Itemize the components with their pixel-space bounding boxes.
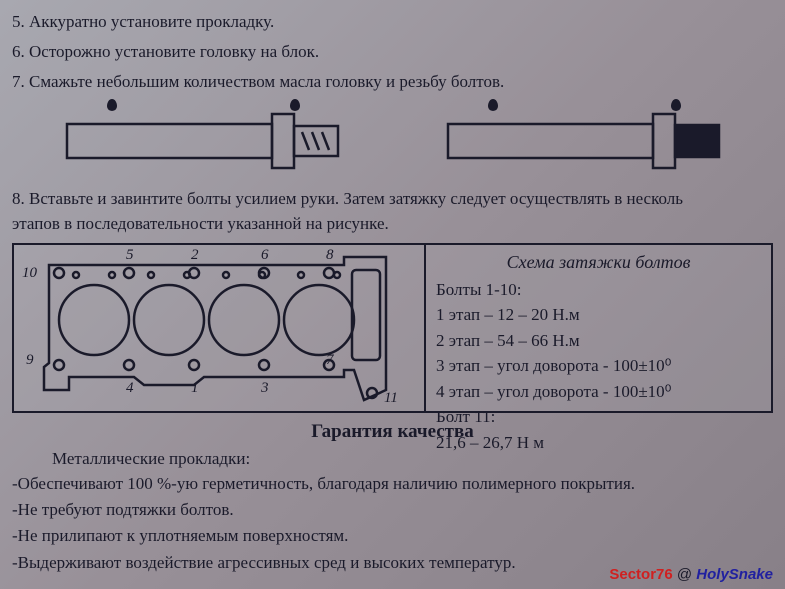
step-8: 8. Вставьте и завинтите болты усилием ру… [12, 186, 773, 237]
watermark: Sector76 @ HolySnake [609, 566, 773, 583]
bolt-label-4: 4 [126, 380, 134, 397]
bolt-label-6: 6 [261, 247, 269, 264]
warranty-item: -Не требуют подтяжки болтов. [12, 497, 773, 523]
bolt-label-11: 11 [384, 390, 398, 407]
instruction-steps: 5. Аккуратно установите прокладку. 6. Ос… [12, 8, 773, 96]
oil-drop-icon [107, 99, 117, 111]
step-8-line1: 8. Вставьте и завинтите болты усилием ру… [12, 189, 683, 208]
gasket-diagram: 10 5 2 6 8 9 4 1 3 7 11 [14, 245, 426, 411]
oil-drop-icon [290, 99, 300, 111]
bolt-label-10: 10 [22, 265, 37, 282]
bolt-label-8: 8 [326, 247, 334, 264]
watermark-part2: HolySnake [696, 566, 773, 583]
warranty-item: -Обеспечивают 100 %-ую герметичность, бл… [12, 471, 773, 497]
torque-group1: Болты 1-10: [436, 277, 761, 303]
bolt-label-3: 3 [261, 380, 269, 397]
bolt-label-1: 1 [191, 380, 199, 397]
torque-title: Схема затяжки болтов [436, 249, 761, 276]
bolt-label-9: 9 [26, 352, 34, 369]
gasket-svg [14, 245, 424, 413]
bolt-label-5: 5 [126, 247, 134, 264]
bolt-head-svg [62, 102, 342, 180]
bolt-label-2: 2 [191, 247, 199, 264]
bolt-illustration-left [62, 102, 342, 180]
torque-stage4: 4 этап – угол доворота - 100±10⁰ [436, 379, 761, 405]
bolt-shaft-svg [443, 102, 723, 180]
torque-bolt11: 21,6 – 26,7 Н м [436, 430, 761, 456]
bolt-illustrations [12, 102, 773, 180]
warranty-item: -Не прилипают к уплотняемым поверхностям… [12, 523, 773, 549]
torque-stage2: 2 этап – 54 – 66 Н.м [436, 328, 761, 354]
bolt-label-7: 7 [326, 352, 334, 369]
step-5: 5. Аккуратно установите прокладку. [12, 8, 773, 35]
torque-group2: Болт 11: [436, 404, 761, 430]
warranty-list: -Обеспечивают 100 %-ую герметичность, бл… [12, 471, 773, 576]
torque-stage3: 3 этап – угол доворота - 100±10⁰ [436, 353, 761, 379]
torque-stage1: 1 этап – 12 – 20 Н.м [436, 302, 761, 328]
watermark-sep: @ [673, 566, 697, 583]
torque-diagram-box: 10 5 2 6 8 9 4 1 3 7 11 Схема затяжки бо… [12, 243, 773, 413]
step-6: 6. Осторожно установите головку на блок. [12, 38, 773, 65]
oil-drop-icon [671, 99, 681, 111]
watermark-part1: Sector76 [609, 566, 672, 583]
oil-drop-icon [488, 99, 498, 111]
bolt-illustration-right [443, 102, 723, 180]
step-8-line2: этапов в последовательности указанной на… [12, 214, 389, 233]
torque-spec-panel: Схема затяжки болтов Болты 1-10: 1 этап … [426, 245, 771, 411]
step-7: 7. Смажьте небольшим количеством масла г… [12, 68, 773, 95]
